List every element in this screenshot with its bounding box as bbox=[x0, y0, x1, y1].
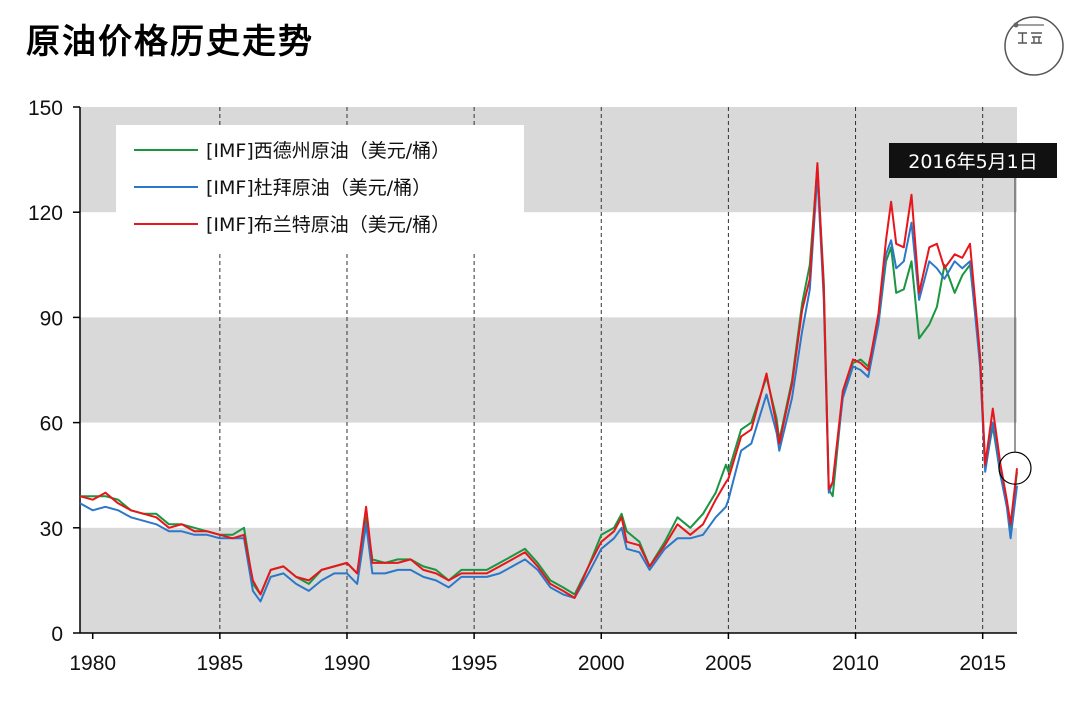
x-tick-label-1985: 1985 bbox=[196, 652, 243, 675]
y-tick-label-60: 60 bbox=[40, 413, 63, 436]
series-line-dubai bbox=[79, 172, 1018, 603]
y-tick-label-150: 150 bbox=[28, 97, 63, 120]
legend: [IMF]西德州原油（美元/桶） [IMF]杜拜原油（美元/桶） [IMF]布兰特原… bbox=[116, 125, 524, 253]
y-tick-label-30: 30 bbox=[40, 518, 63, 541]
x-tick-label-2010: 2010 bbox=[832, 652, 879, 675]
x-tick-label-2005: 2005 bbox=[705, 652, 752, 675]
logo-icon bbox=[1004, 16, 1064, 76]
y-tick-label-120: 120 bbox=[28, 202, 63, 225]
date-callout: 2016年5月1日 bbox=[889, 143, 1057, 485]
series-line-brent bbox=[79, 162, 1018, 599]
y-tick-label-90: 90 bbox=[40, 307, 63, 330]
chart-axes bbox=[73, 106, 1017, 639]
legend-label-brent: [IMF]布兰特原油（美元/桶） bbox=[206, 214, 450, 236]
x-tick-label-2015: 2015 bbox=[959, 652, 1006, 675]
x-tick-label-2000: 2000 bbox=[578, 652, 625, 675]
y-tick-label-0: 0 bbox=[51, 623, 63, 646]
callout-box bbox=[889, 143, 1057, 178]
legend-box bbox=[116, 125, 524, 253]
tick-labels: 0 30 60 90 120 150 1980 1985 1990 1995 2000 2005 201… bbox=[28, 97, 1006, 675]
legend-label-dubai: [IMF]杜拜原油（美元/桶） bbox=[206, 177, 431, 199]
callout-marker-circle bbox=[998, 451, 1032, 485]
series-lines bbox=[79, 162, 1018, 603]
page-title: 原油价格历史走势 bbox=[26, 22, 314, 62]
legend-label-wti: [IMF]西德州原油（美元/桶） bbox=[206, 140, 450, 162]
callout-date-label: 2016年5月1日 bbox=[908, 151, 1038, 173]
x-tick-label-1995: 1995 bbox=[451, 652, 498, 675]
x-tick-label-1990: 1990 bbox=[324, 652, 371, 675]
x-tick-label-1980: 1980 bbox=[69, 652, 116, 675]
